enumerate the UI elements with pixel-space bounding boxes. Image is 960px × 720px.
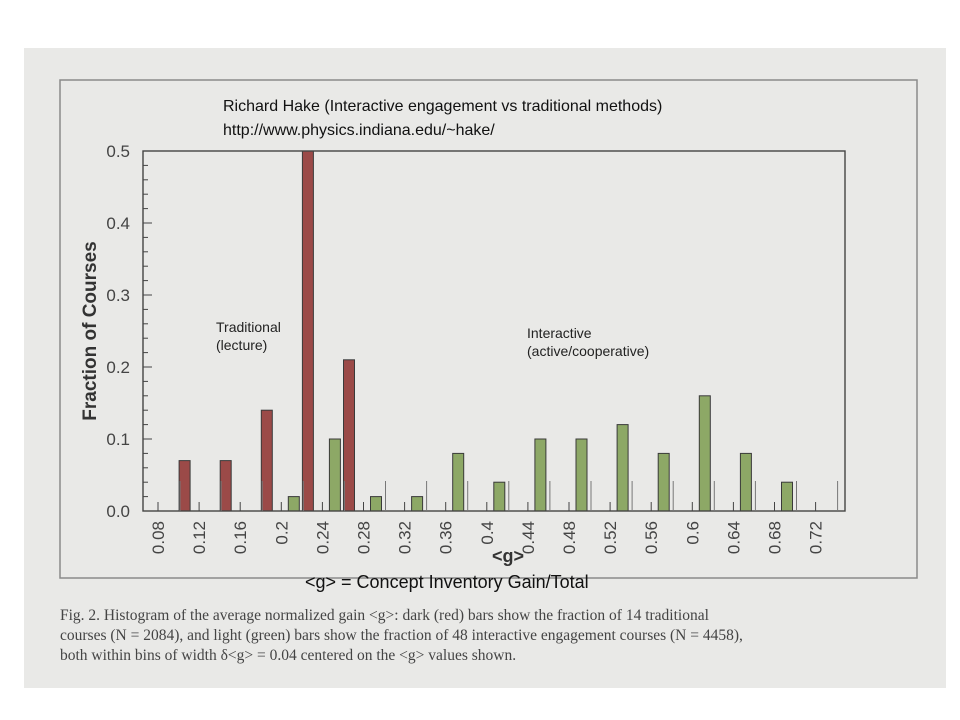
interactive-bar	[452, 452, 465, 512]
x-tick-label: 0.6	[683, 521, 702, 545]
interactive-bar	[328, 438, 341, 512]
figure-frame	[59, 79, 918, 579]
traditional-bar	[219, 460, 232, 512]
interactive-bar	[657, 452, 670, 512]
x-tick-label: 0.48	[560, 521, 579, 554]
x-tick-label: 0.4	[478, 521, 497, 545]
y-tick-label: 0.2	[106, 358, 130, 377]
y-tick-label: 0.4	[106, 214, 130, 233]
x-tick-label: 0.32	[396, 521, 415, 554]
x-tick-label: 0.24	[313, 521, 332, 554]
x-tick-label: 0.16	[231, 521, 250, 554]
x-tick-label: 0.36	[437, 521, 456, 554]
labels-layer: 0.0 0.1 0.2 0.3 0.4 0.5 0.08 0.12 0.16 0.2 0.24 0.2…	[80, 142, 826, 566]
interactive-bar	[698, 395, 711, 512]
interactive-annotation-line1: Interactive	[527, 325, 592, 341]
x-tick-label: 0.68	[766, 521, 785, 554]
interactive-annotation: Interactive (active/cooperative)	[527, 324, 649, 360]
plot-area	[142, 150, 846, 512]
interactive-bar	[739, 452, 752, 512]
interactive-bar	[411, 496, 424, 512]
y-tick-label: 0.1	[106, 430, 130, 449]
y-tick-label: 0.5	[106, 142, 130, 161]
traditional-bar	[260, 409, 273, 512]
interactive-annotation-line2: (active/cooperative)	[527, 343, 650, 359]
figure-caption: Fig. 2. Histogram of the average normali…	[60, 606, 910, 666]
gain-definition-note: <g> = Concept Inventory Gain/Total	[305, 572, 589, 592]
source-url[interactable]: http://www.physics.indiana.edu/~hake/	[223, 122, 495, 139]
interactive-bar	[616, 424, 629, 512]
traditional-bar	[343, 359, 355, 512]
y-tick-label: 0.0	[106, 502, 130, 521]
caption-line-2: courses (N = 2084), and light (green) ba…	[60, 627, 743, 644]
interactive-bar	[534, 438, 547, 512]
x-tick-label: 0.56	[642, 521, 661, 554]
interactive-bar	[370, 496, 382, 512]
x-axis-label: <g>	[492, 546, 524, 566]
interactive-bar	[781, 481, 793, 512]
figure-title: Richard Hake (Interactive engagement vs …	[223, 98, 663, 115]
traditional-annotation-line1: Traditional	[216, 319, 281, 335]
caption-line-3: both within bins of width δ<g> = 0.04 ce…	[60, 647, 517, 664]
interactive-bar	[575, 438, 588, 512]
traditional-annotation-line2: (lecture)	[216, 337, 268, 353]
y-axis-label: Fraction of Courses	[80, 241, 101, 420]
x-tick-label: 0.72	[807, 521, 826, 554]
x-tick-label: 0.52	[601, 521, 620, 554]
x-tick-label: 0.28	[355, 521, 374, 554]
axes-layer	[142, 150, 846, 512]
interactive-bar	[493, 481, 506, 512]
x-tick-label: 0.2	[272, 521, 291, 545]
caption-line-1: Fig. 2. Histogram of the average normali…	[60, 607, 709, 624]
y-tick-label: 0.3	[106, 286, 130, 305]
traditional-annotation: Traditional (lecture)	[216, 318, 281, 354]
x-tick-label: 0.44	[519, 521, 538, 554]
scanned-figure	[24, 48, 946, 688]
x-tick-label: 0.64	[724, 521, 743, 554]
traditional-bar	[301, 150, 314, 512]
x-tick-label: 0.08	[149, 521, 168, 554]
x-tick-label: 0.12	[190, 521, 209, 554]
interactive-bar	[287, 496, 300, 512]
traditional-bar	[178, 460, 191, 512]
